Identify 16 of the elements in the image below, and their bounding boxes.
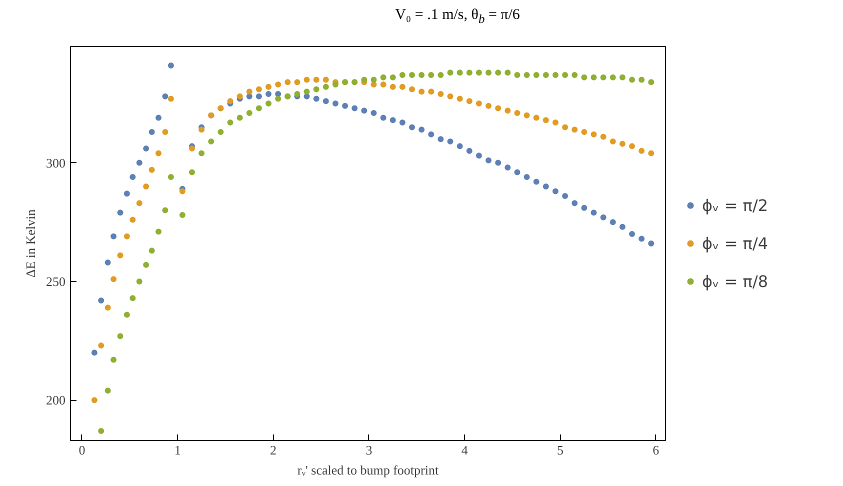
legend-label: ϕᵥ = π/2 [702, 196, 768, 214]
legend-label: ϕᵥ = π/8 [702, 272, 768, 290]
y-tick-label: 250 [46, 274, 66, 289]
y-tick-label: 200 [46, 392, 66, 408]
chart-title: V₀ = .1 m/s, θ$_{b}$ = π/6 [395, 6, 520, 28]
y-tick-label: 300 [46, 155, 66, 170]
x-tick-label: 3 [366, 442, 372, 458]
legend-label: ϕᵥ = π/4 [702, 234, 768, 252]
x-tick-label: 6 [652, 442, 660, 458]
x-axis-title: rᵥ' scaled to bump footprint [297, 462, 439, 478]
x-tick-label: 2 [270, 442, 277, 458]
x-tick-label: 5 [557, 442, 564, 458]
x-tick-label: 0 [78, 442, 86, 458]
x-tick-label: 1 [174, 442, 181, 458]
x-tick-label: 4 [461, 442, 468, 458]
y-axis-title: ΔE in Kelvin [23, 208, 38, 278]
